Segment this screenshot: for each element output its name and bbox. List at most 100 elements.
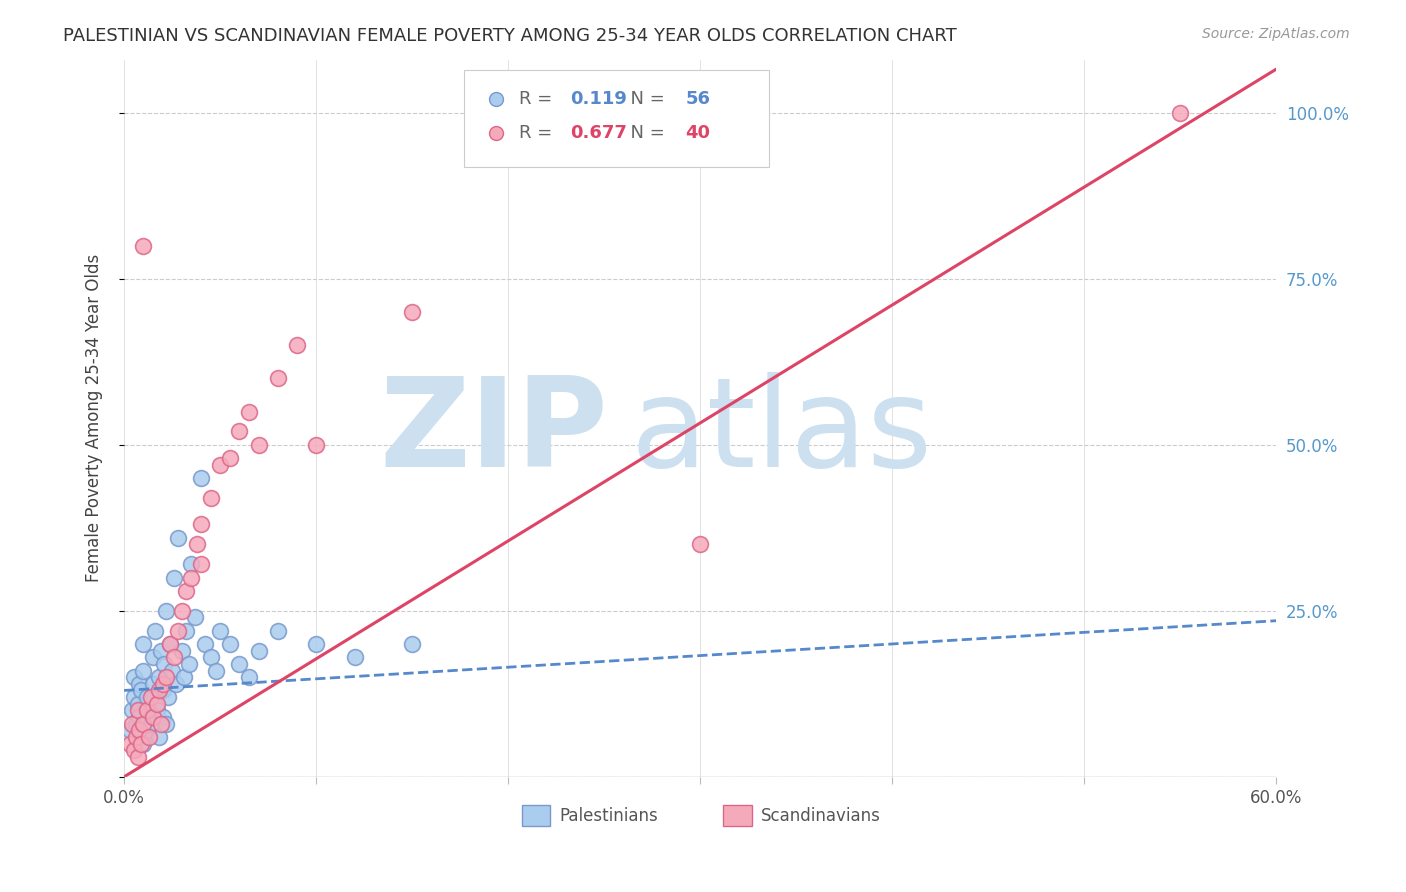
Point: [200, 491, 222, 505]
Text: Source: ZipAtlas.com: Source: ZipAtlas.com: [1202, 27, 1350, 41]
Point: [401, 305, 423, 319]
Point: [194, 637, 217, 651]
Point: [138, 730, 160, 744]
Point: [163, 570, 186, 584]
Text: 56: 56: [685, 90, 710, 108]
Point: [209, 624, 232, 638]
Point: [218, 450, 240, 465]
Point: [190, 517, 212, 532]
Point: [160, 664, 183, 678]
Point: [238, 670, 260, 684]
Point: [124, 716, 146, 731]
Text: ZIP: ZIP: [380, 372, 607, 493]
Point: [122, 670, 145, 684]
Point: [247, 643, 270, 657]
FancyBboxPatch shape: [723, 805, 752, 825]
Point: [121, 716, 143, 731]
Point: [343, 650, 366, 665]
Point: [247, 438, 270, 452]
Point: [124, 730, 146, 744]
Point: [132, 664, 155, 678]
Point: [139, 716, 162, 731]
Text: N =: N =: [620, 90, 671, 108]
Point: [218, 637, 240, 651]
Point: [118, 737, 141, 751]
FancyBboxPatch shape: [464, 70, 769, 167]
Point: [155, 604, 177, 618]
Point: [127, 730, 149, 744]
Point: [127, 697, 149, 711]
FancyBboxPatch shape: [522, 805, 550, 825]
Text: Palestinians: Palestinians: [560, 806, 658, 824]
Point: [170, 604, 193, 618]
Point: [157, 690, 180, 704]
Point: [128, 723, 150, 738]
Point: [167, 531, 190, 545]
Point: [153, 657, 176, 671]
Point: [146, 703, 169, 717]
Text: 0.119: 0.119: [569, 90, 627, 108]
Point: [1168, 105, 1191, 120]
Point: [132, 637, 155, 651]
Point: [127, 749, 149, 764]
Point: [180, 570, 202, 584]
Point: [180, 558, 202, 572]
Text: Scandinavians: Scandinavians: [761, 806, 882, 824]
Text: R =: R =: [519, 125, 558, 143]
Point: [238, 404, 260, 418]
Point: [139, 690, 162, 704]
Text: R =: R =: [519, 90, 558, 108]
Point: [190, 558, 212, 572]
Point: [159, 637, 181, 651]
Point: [132, 716, 155, 731]
Point: [179, 657, 201, 671]
Point: [118, 723, 141, 738]
Point: [163, 650, 186, 665]
Point: [159, 637, 181, 651]
Point: [128, 677, 150, 691]
Point: [174, 583, 197, 598]
Point: [285, 338, 308, 352]
Point: [136, 723, 159, 738]
Point: [142, 650, 165, 665]
Point: [132, 238, 155, 252]
Point: [205, 664, 228, 678]
Point: [155, 670, 177, 684]
Point: [152, 677, 174, 691]
Point: [121, 703, 143, 717]
Point: [132, 737, 155, 751]
Point: [142, 677, 165, 691]
Text: atlas: atlas: [631, 372, 934, 493]
Point: [131, 683, 153, 698]
Point: [228, 657, 250, 671]
Point: [138, 703, 160, 717]
Point: [136, 690, 159, 704]
Point: [401, 637, 423, 651]
Point: [267, 624, 290, 638]
Point: [152, 710, 174, 724]
Point: [170, 643, 193, 657]
Point: [131, 737, 153, 751]
Point: [174, 624, 197, 638]
Point: [186, 537, 208, 551]
Point: [155, 716, 177, 731]
Text: 40: 40: [685, 125, 710, 143]
Point: [228, 425, 250, 439]
Point: [267, 371, 290, 385]
Point: [149, 643, 172, 657]
Point: [146, 697, 169, 711]
Text: 0.677: 0.677: [569, 125, 627, 143]
Point: [152, 683, 174, 698]
Point: [148, 670, 170, 684]
Y-axis label: Female Poverty Among 25-34 Year Olds: Female Poverty Among 25-34 Year Olds: [86, 254, 103, 582]
Point: [148, 730, 170, 744]
Point: [143, 624, 166, 638]
Point: [131, 723, 153, 738]
Point: [165, 677, 187, 691]
Point: [167, 624, 190, 638]
Point: [136, 703, 159, 717]
Point: [149, 716, 172, 731]
Point: [128, 710, 150, 724]
Point: [173, 670, 195, 684]
Point: [689, 537, 711, 551]
